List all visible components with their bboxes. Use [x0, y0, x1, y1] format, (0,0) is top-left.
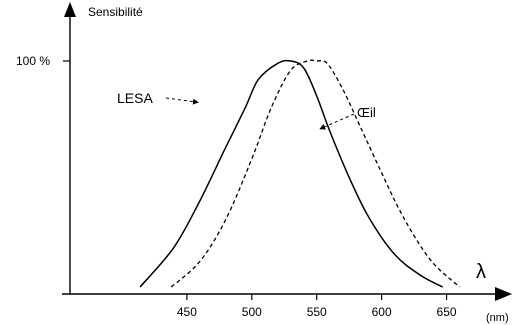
x-tick-label-550: 550: [307, 305, 327, 319]
lesa-annotation-leader: [165, 97, 199, 105]
lesa-annotation-label: LESA: [117, 90, 153, 106]
oeil-annotation-leader: [319, 113, 355, 130]
x-tick-label-500: 500: [242, 305, 262, 319]
x-axis-unit: (nm): [486, 312, 509, 324]
y-tick-label-100: 100 %: [16, 54, 50, 68]
x-tick-label-650: 650: [437, 305, 457, 319]
x-axis-arrow: [495, 287, 512, 301]
oeil-curve: [170, 59, 461, 288]
x-axis-symbol: λ: [476, 261, 486, 283]
x-tick-label-450: 450: [177, 305, 197, 319]
y-axis-arrow: [64, 2, 76, 17]
x-tick-label-600: 600: [372, 305, 392, 319]
lesa-curve: [139, 59, 444, 288]
oeil-annotation-label: Œil: [357, 105, 376, 120]
y-axis-label: Sensibilité: [88, 5, 143, 19]
